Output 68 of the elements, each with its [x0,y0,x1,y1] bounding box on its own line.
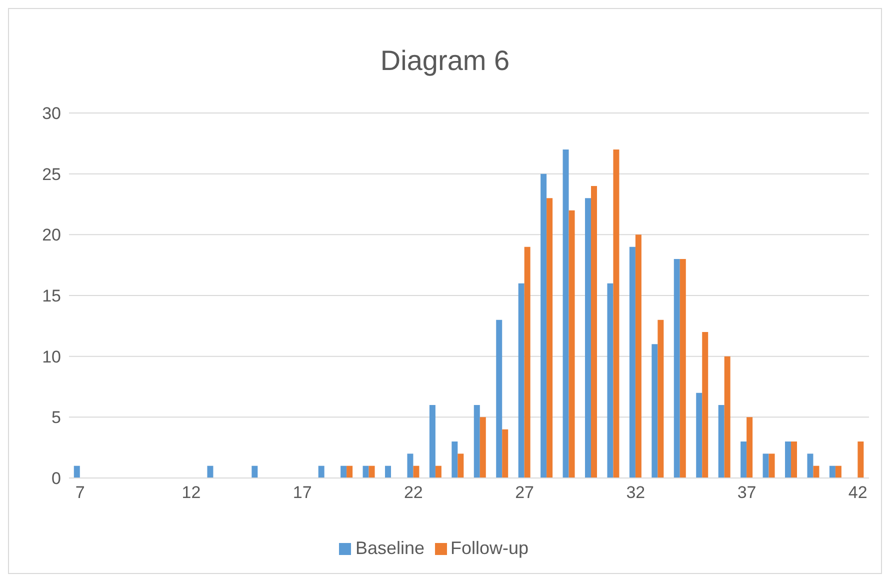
bar [340,466,347,478]
bar [385,466,391,478]
bar [791,442,797,478]
bar [629,246,636,478]
x-tick-label: 22 [404,483,423,502]
bar [502,429,508,478]
bar [724,356,730,478]
bar [658,320,664,478]
y-tick-label: 20 [42,226,61,245]
bar [368,466,375,478]
y-tick-label: 25 [42,164,61,184]
x-tick-label: 42 [848,483,868,502]
y-tick-label: 10 [42,347,61,366]
y-tick-label: 15 [42,286,61,306]
bar [435,466,442,478]
bar [702,332,708,478]
bar [829,466,836,478]
bar [768,454,775,478]
legend-label: Baseline [355,538,424,558]
bar [458,454,464,478]
bar [518,283,524,478]
bar [674,259,680,478]
bar [540,174,547,478]
bar [546,198,553,478]
x-tick-label: 37 [737,483,756,502]
bar [613,150,620,478]
bar [591,186,597,478]
y-tick-label: 30 [42,104,61,124]
bar [474,405,480,478]
bar [607,283,614,478]
bar [585,198,591,478]
chart-title: Diagram 6 [379,45,511,77]
bar [858,442,864,478]
bar [346,466,353,478]
bar [362,466,369,478]
bar [207,466,214,478]
x-tick-label: 12 [182,483,201,502]
bar [318,466,324,478]
x-tick-label: 27 [515,483,534,502]
bar [762,454,769,478]
bar [74,466,80,478]
legend-label: Follow-up [450,538,529,558]
bar [635,234,642,478]
bar [407,454,414,478]
bar [807,454,814,478]
bar [680,259,686,478]
bar [568,210,575,478]
bar [413,466,420,478]
bar [652,344,658,478]
bar [696,392,702,478]
y-tick-label: 5 [52,408,61,428]
bar [429,405,436,478]
x-tick-label: 32 [626,483,646,502]
bar [562,150,569,478]
bar [480,417,486,478]
bar [740,442,747,478]
bar [785,442,791,478]
bar [746,417,753,478]
bar [813,466,820,478]
bar [524,246,530,478]
y-tick-label: 0 [52,469,61,488]
bar [452,442,458,478]
bar [718,405,724,478]
bar [252,466,258,478]
bar [835,466,842,478]
x-tick-label: 7 [75,483,85,502]
bar [496,320,502,478]
x-tick-label: 17 [292,483,312,502]
